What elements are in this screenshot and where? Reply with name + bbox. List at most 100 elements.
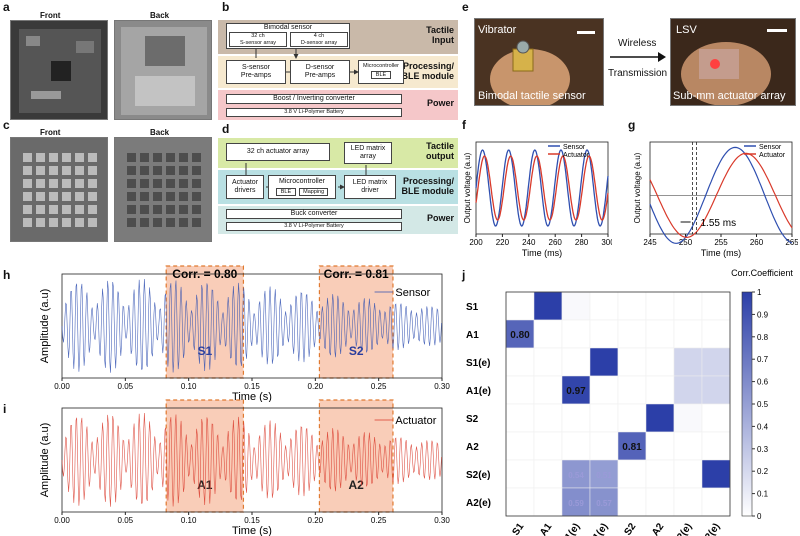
colorbar-tick-label: 0.3 [757,445,769,454]
heatmap-value: 0.51 [596,471,612,480]
heatmap-cell [673,487,703,517]
actuator-cell-back [140,192,149,201]
highlight-region [318,265,394,379]
actuator-cell-back [140,179,149,188]
heatmap-cell [645,319,675,349]
actuator-cell [62,179,71,188]
heatmap-cell [533,375,563,405]
legend-label: Sensor [563,144,586,151]
heatmap-cell [533,403,563,433]
x-tick-label: 0.00 [54,516,70,525]
colorbar-tick-label: 0.5 [757,400,769,409]
actuator-cell [88,205,97,214]
actuator-cell [75,153,84,162]
col-label: S1 [510,521,526,536]
row-label: S2(e) [466,470,490,481]
row-label: A2(e) [466,498,491,509]
lsv-label: LSV [676,24,697,36]
x-tick-label: 0.20 [308,516,324,525]
x-tick-label: 0.10 [181,516,197,525]
row-label: S1(e) [466,358,490,369]
heatmap-cell [533,291,563,321]
actuator-cell-back [127,205,136,214]
heatmap-cell [617,487,647,517]
colorbar-title: Corr.Coefficient [731,268,793,278]
x-tick-label: 0.05 [118,516,134,525]
actuator-cell-back [153,166,162,175]
panel-i-label: i [3,402,7,416]
heatmap-cell [701,347,731,377]
b-arrows [255,49,458,125]
d-actuator-array: 32 ch actuator array [226,143,330,161]
actuator-cell [36,166,45,175]
x-tick-label: 245 [643,238,657,247]
x-axis-label: Time (s) [232,391,272,402]
heatmap-cell [505,291,535,321]
heatmap-cell [673,459,703,489]
x-tick-label: 300 [601,238,612,247]
actuator-cell [62,205,71,214]
d-buck-converter: Buck converter [226,209,402,219]
actuator-cell-back [140,166,149,175]
y-axis-label: Amplitude (a.u) [39,423,51,498]
colorbar-tick-label: 0 [757,512,762,521]
waveform-sensor [61,278,442,373]
heatmap-cell [505,375,535,405]
b-battery: 3.8 V Li-Polymer Battery [226,108,402,117]
actuator-cell-back [192,179,201,188]
x-tick-label: 280 [575,238,589,247]
panel-b-label: b [222,0,230,14]
heatmap-cell [617,459,647,489]
row-label: A1(e) [466,386,491,397]
panel-g-label: g [628,118,636,132]
heatmap-cell [533,431,563,461]
actuator-cell-back [179,218,188,227]
actuator-cell [75,179,84,188]
a-back-label: Back [150,11,170,20]
heatmap-cell [645,291,675,321]
actuator-cell [49,218,58,227]
panel-f-label: f [462,118,466,132]
col-label: S1(e) [559,521,582,536]
heatmap-cell [701,375,731,405]
actuator-cell [62,192,71,201]
actuator-cell-back [153,153,162,162]
actuator-cell [23,192,32,201]
heatmap-cell [701,403,731,433]
colorbar-tick-label: 0.8 [757,333,769,342]
panel-a-label: a [3,0,10,14]
legend-label: Actuator [395,415,436,427]
heatmap-value: 0.81 [622,442,642,453]
actuator-cell-back [192,205,201,214]
actuator-cell [36,218,45,227]
heatmap-cell [561,403,591,433]
d-actuator-drivers: Actuator drivers [226,175,264,199]
legend-label: Sensor [759,144,782,151]
pcb-front-photo [10,20,108,120]
pcb-back-photo [114,20,212,120]
actuator-cell-back [179,179,188,188]
actuator-cell [62,218,71,227]
x-axis-label: Time (ms) [522,248,562,258]
heatmap-cell [505,431,535,461]
colorbar-tick-label: 0.7 [757,355,769,364]
b-d-array: 4 ch D-sensor array [290,32,348,47]
heatmap-cell [533,459,563,489]
heatmap-cell [505,403,535,433]
x-tick-label: 260 [750,238,764,247]
x-tick-label: 240 [522,238,536,247]
actuator-cell [88,166,97,175]
heatmap-cell [505,347,535,377]
row-label: S2 [466,414,479,425]
col-label: S2 [622,521,638,536]
actuator-cell-back [153,192,162,201]
delay-annotation: 1.55 ms [701,218,737,229]
x-tick-label: 200 [469,238,483,247]
heatmap-cell [589,347,619,377]
actuator-cell [23,218,32,227]
heatmap-cell [561,347,591,377]
d-mapping: Mapping [299,187,329,196]
heatmap-cell [561,375,591,405]
heatmap-cell [701,291,731,321]
actuator-array-photo [670,18,796,106]
